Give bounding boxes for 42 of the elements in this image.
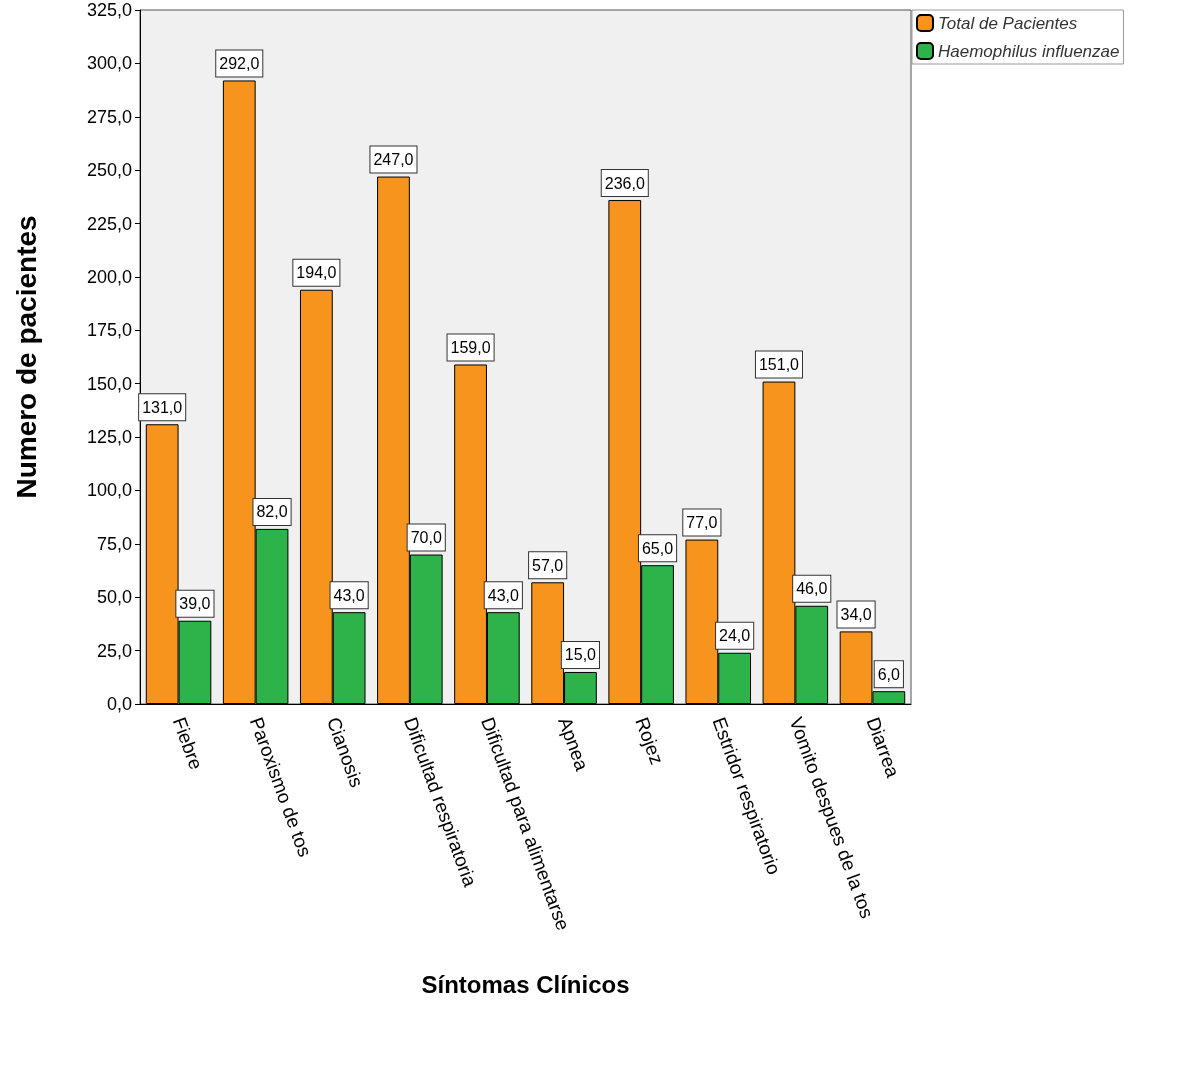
y-tick-label: 300,0	[86, 53, 132, 74]
data-label: 65,0	[641, 539, 674, 557]
y-axis-title: Numero de pacientes	[10, 215, 42, 499]
x-tick-label: Rojez	[631, 714, 668, 768]
y-tick-label: 0,0	[106, 694, 132, 714]
data-label: 39,0	[179, 595, 211, 613]
y-tick-label: 325,0	[86, 0, 132, 20]
data-label: 131,0	[142, 398, 183, 416]
y-tick-label: 25,0	[96, 640, 132, 661]
data-label: 6,0	[877, 665, 901, 683]
data-label: 194,0	[296, 264, 337, 282]
x-tick-label: Diarrea	[862, 714, 904, 781]
x-axis-title: Síntomas Clínicos	[421, 970, 630, 998]
data-label: 236,0	[604, 174, 645, 192]
data-label: 43,0	[487, 586, 520, 604]
data-label: 82,0	[256, 503, 288, 521]
data-label: 247,0	[373, 151, 414, 169]
legend-label: Total de Pacientes	[938, 13, 1078, 33]
data-label: 159,0	[450, 338, 491, 356]
y-tick-label: 50,0	[96, 587, 132, 608]
data-label: 24,0	[719, 627, 751, 645]
x-tick-label: Apnea	[554, 714, 593, 774]
legend-label: Haemophilus influenzae	[938, 41, 1120, 61]
data-label: 77,0	[686, 514, 718, 532]
data-label: 43,0	[333, 586, 365, 604]
y-tick-label: 275,0	[86, 106, 132, 127]
data-label: 15,0	[564, 646, 597, 664]
data-label: 151,0	[758, 356, 800, 374]
data-label: 292,0	[219, 54, 260, 72]
y-tick-label: 200,0	[86, 266, 132, 287]
y-tick-label: 100,0	[86, 480, 132, 501]
data-label: 34,0	[840, 605, 872, 623]
data-label: 57,0	[532, 556, 564, 574]
y-tick-label: 225,0	[86, 213, 132, 234]
x-tick-label: Fiebre	[168, 714, 207, 773]
y-tick-label: 150,0	[86, 373, 132, 394]
y-tick-label: 250,0	[86, 160, 132, 181]
y-tick-label: 175,0	[86, 320, 132, 341]
data-label: 70,0	[410, 529, 442, 547]
y-tick-label: 125,0	[86, 427, 132, 448]
data-label: 46,0	[796, 580, 828, 598]
y-tick-label: 75,0	[96, 533, 132, 554]
